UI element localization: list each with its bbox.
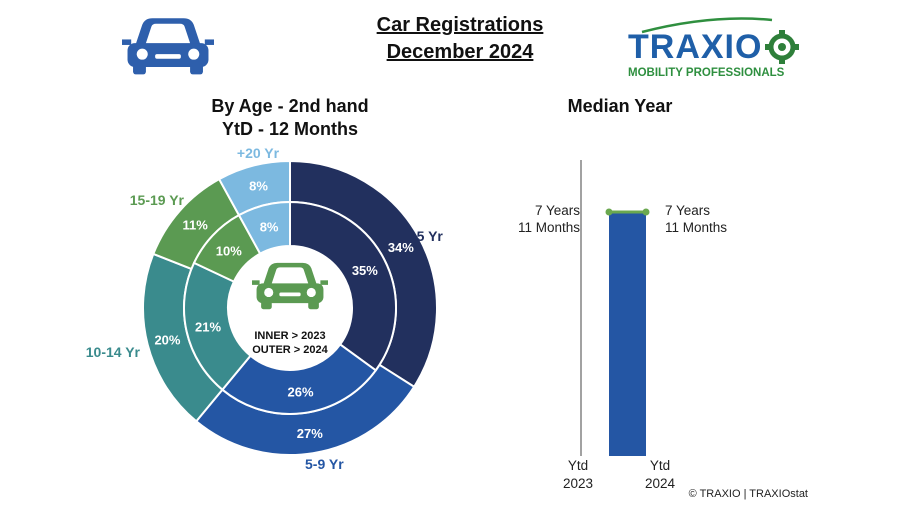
logo-brand: TRAXIO xyxy=(628,28,762,66)
median-value-label-0-1: 11 Months xyxy=(518,220,580,235)
donut-outer-label-3: 11% xyxy=(182,217,208,232)
title-line-1: Car Registrations xyxy=(376,14,544,36)
median-title: Median Year xyxy=(567,96,673,116)
donut-title-line-1: By Age - 2nd hand xyxy=(211,96,369,116)
donut-inner-label-3: 10% xyxy=(216,243,242,258)
median-value-label-1-0: 7 Years xyxy=(665,203,710,218)
median-value-label-0-0: 7 Years xyxy=(535,203,580,218)
donut-category-label-2: 10-14 Yr xyxy=(86,344,141,360)
page-title: Car Registrations December 2024 xyxy=(300,12,620,66)
logo-tagline: MOBILITY PROFESSIONALS xyxy=(628,67,785,79)
median-bar-chart: 7 Years 11 Months 7 Years 11 Months Ytd 2023 Y… xyxy=(518,160,727,490)
car-icon xyxy=(122,18,214,75)
donut-category-label-1: 5-9 Yr xyxy=(305,456,344,472)
traxio-logo: TRAXIO MOBILITY PROFESSIONALS xyxy=(628,17,799,79)
donut-hole xyxy=(229,247,351,369)
donut-inner-label-4: 8% xyxy=(260,220,279,235)
bar-category-label-1-1: 2024 xyxy=(645,476,676,490)
donut-category-label-4: +20 Yr xyxy=(237,145,280,161)
bar-category-label-0-0: Ytd xyxy=(568,458,588,473)
title-line-2: December 2024 xyxy=(386,41,534,63)
bar-category-label-1-0: Ytd xyxy=(650,458,670,473)
donut-inner-label-1: 26% xyxy=(288,384,314,399)
median-value-label-1-1: 11 Months xyxy=(665,220,727,235)
donut-title-line-2: YtD - 12 Months xyxy=(221,119,358,139)
donut-category-label-0: -5 Yr xyxy=(412,228,443,244)
donut-center-label-2: OUTER > 2024 xyxy=(252,344,328,356)
donut-outer-label-0: 34% xyxy=(388,240,414,255)
median-point-1 xyxy=(642,208,650,216)
gear-icon xyxy=(765,30,799,64)
donut-title: By Age - 2nd hand YtD - 12 Months xyxy=(170,95,410,141)
donut-inner-label-2: 21% xyxy=(195,319,221,334)
donut-inner-slice-1 xyxy=(221,343,378,415)
donut-outer-label-4: 8% xyxy=(249,178,268,193)
donut-inner-slice-0 xyxy=(289,200,397,372)
donut-inner-label-0: 35% xyxy=(352,263,378,278)
donut-category-label-3: 15-19 Yr xyxy=(130,192,185,208)
donut-center-label-1: INNER > 2023 xyxy=(254,330,325,342)
donut-chart: 34% 27% 20% 11% 8% 35% 26% 21% 10% 8% INNER > 2023… xyxy=(86,145,444,472)
bar-category-label-0-1: 2023 xyxy=(563,476,593,490)
median-bar xyxy=(609,212,646,456)
donut-outer-label-2: 20% xyxy=(154,332,180,347)
logo-swoosh xyxy=(641,17,773,34)
donut-car-icon xyxy=(252,262,328,310)
donut-outer-label-1: 27% xyxy=(297,426,323,441)
donut-inner-slice-4 xyxy=(237,200,291,256)
copyright: © TRAXIO | TRAXIOstat xyxy=(688,488,808,500)
median-point-0 xyxy=(605,208,613,216)
